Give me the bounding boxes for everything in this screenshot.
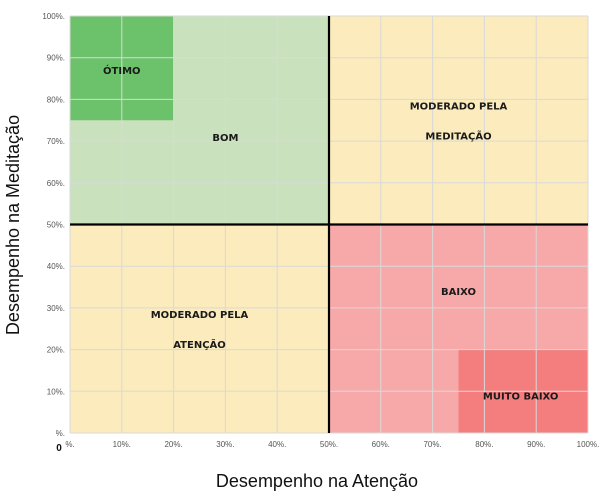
divider-layer <box>70 16 588 433</box>
x-axis-title: Desempenho na Atenção <box>216 471 418 491</box>
x-tick-label: 50%. <box>320 440 338 449</box>
y-tick-label: 20%. <box>47 346 65 355</box>
x-tick-label: 60%. <box>372 440 390 449</box>
zone-labels-layer: BOM ÓTIMO MODERADO PELA MEDITAÇÃO MODERADO P… <box>103 64 558 402</box>
zone-moderado-meditacao <box>329 16 588 225</box>
x-tick-label: 30%. <box>216 440 234 449</box>
x-tick-label: 80%. <box>475 440 493 449</box>
zone-label-bom: BOM <box>212 133 238 144</box>
zone-label-moderado-meditacao: MODERADO PELA <box>410 101 508 112</box>
y-tick-label: 40%. <box>47 262 65 271</box>
y-tick-label: 10%. <box>47 387 65 396</box>
origin-label: 0 <box>56 443 62 454</box>
zone-label-otimo: ÓTIMO <box>103 64 141 77</box>
y-tick-label: 30%. <box>47 304 65 313</box>
y-tick-label: 60%. <box>47 179 65 188</box>
x-tick-label: 40%. <box>268 440 286 449</box>
ticks-layer: %. 10%. 20%. 30%. 40%. 50%. 60%. 70%. 80%. 90%. 10… <box>42 12 599 449</box>
zone-label-muito-baixo: MUITO BAIXO <box>483 391 559 402</box>
y-tick-label: 70%. <box>47 137 65 146</box>
y-axis-title: Desempenho na Meditação <box>3 115 23 335</box>
x-tick-label: 20%. <box>164 440 182 449</box>
x-tick-label: 10%. <box>113 440 131 449</box>
y-tick-label: 50%. <box>47 221 65 230</box>
y-tick-label: 100%. <box>42 12 65 21</box>
x-tick-label: 90%. <box>527 440 545 449</box>
zone-label-moderado-atencao: MODERADO PELA <box>151 310 249 321</box>
y-tick-label: 80%. <box>47 95 65 104</box>
zone-moderado-atencao <box>70 224 329 433</box>
x-tick-label: %. <box>65 440 74 449</box>
zone-label-baixo: BAIXO <box>441 287 476 298</box>
zone-label-moderado-atencao: ATENÇÃO <box>173 338 226 351</box>
zone-label-moderado-meditacao: MEDITAÇÃO <box>425 129 491 142</box>
x-tick-label: 100%. <box>577 440 600 449</box>
x-tick-label: 70%. <box>423 440 441 449</box>
y-tick-label: %. <box>56 429 65 438</box>
y-tick-label: 90%. <box>47 54 65 63</box>
